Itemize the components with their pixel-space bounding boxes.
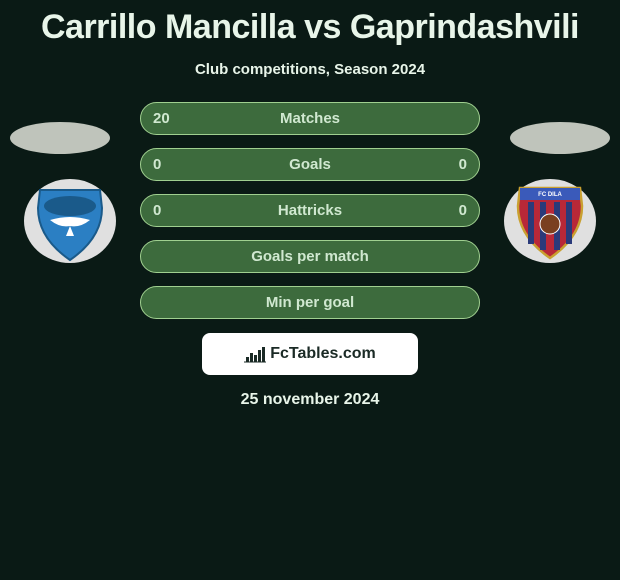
stat-left-value: 0 bbox=[153, 202, 161, 219]
team-badge-right: FC DILA bbox=[500, 178, 600, 264]
stat-label: Goals bbox=[289, 156, 331, 173]
stat-label: Goals per match bbox=[251, 248, 369, 265]
shield-icon bbox=[20, 178, 120, 264]
stat-left-value: 0 bbox=[153, 156, 161, 173]
stat-row-goals: 0 Goals 0 bbox=[140, 148, 480, 181]
stat-left-value: 20 bbox=[153, 110, 170, 127]
page-title: Carrillo Mancilla vs Gaprindashvili bbox=[0, 0, 620, 47]
stat-row-matches: 20 Matches bbox=[140, 102, 480, 135]
team-badge-left bbox=[20, 178, 120, 264]
stat-row-hattricks: 0 Hattricks 0 bbox=[140, 194, 480, 227]
stat-label: Matches bbox=[280, 110, 340, 127]
date-text: 25 november 2024 bbox=[0, 391, 620, 409]
player-ellipse-right bbox=[510, 122, 610, 154]
stat-row-goals-per-match: Goals per match bbox=[140, 240, 480, 273]
brand-banner[interactable]: FcTables.com bbox=[202, 333, 418, 375]
subtitle: Club competitions, Season 2024 bbox=[0, 61, 620, 78]
stat-row-min-per-goal: Min per goal bbox=[140, 286, 480, 319]
stat-label: Min per goal bbox=[266, 294, 354, 311]
player-ellipse-left bbox=[10, 122, 110, 154]
shield-icon: FC DILA bbox=[500, 178, 600, 264]
stat-right-value: 0 bbox=[459, 156, 467, 173]
bar-chart-icon bbox=[244, 345, 266, 363]
stat-label: Hattricks bbox=[278, 202, 342, 219]
brand-text: FcTables.com bbox=[270, 345, 376, 363]
svg-text:FC DILA: FC DILA bbox=[538, 192, 562, 198]
stat-right-value: 0 bbox=[459, 202, 467, 219]
